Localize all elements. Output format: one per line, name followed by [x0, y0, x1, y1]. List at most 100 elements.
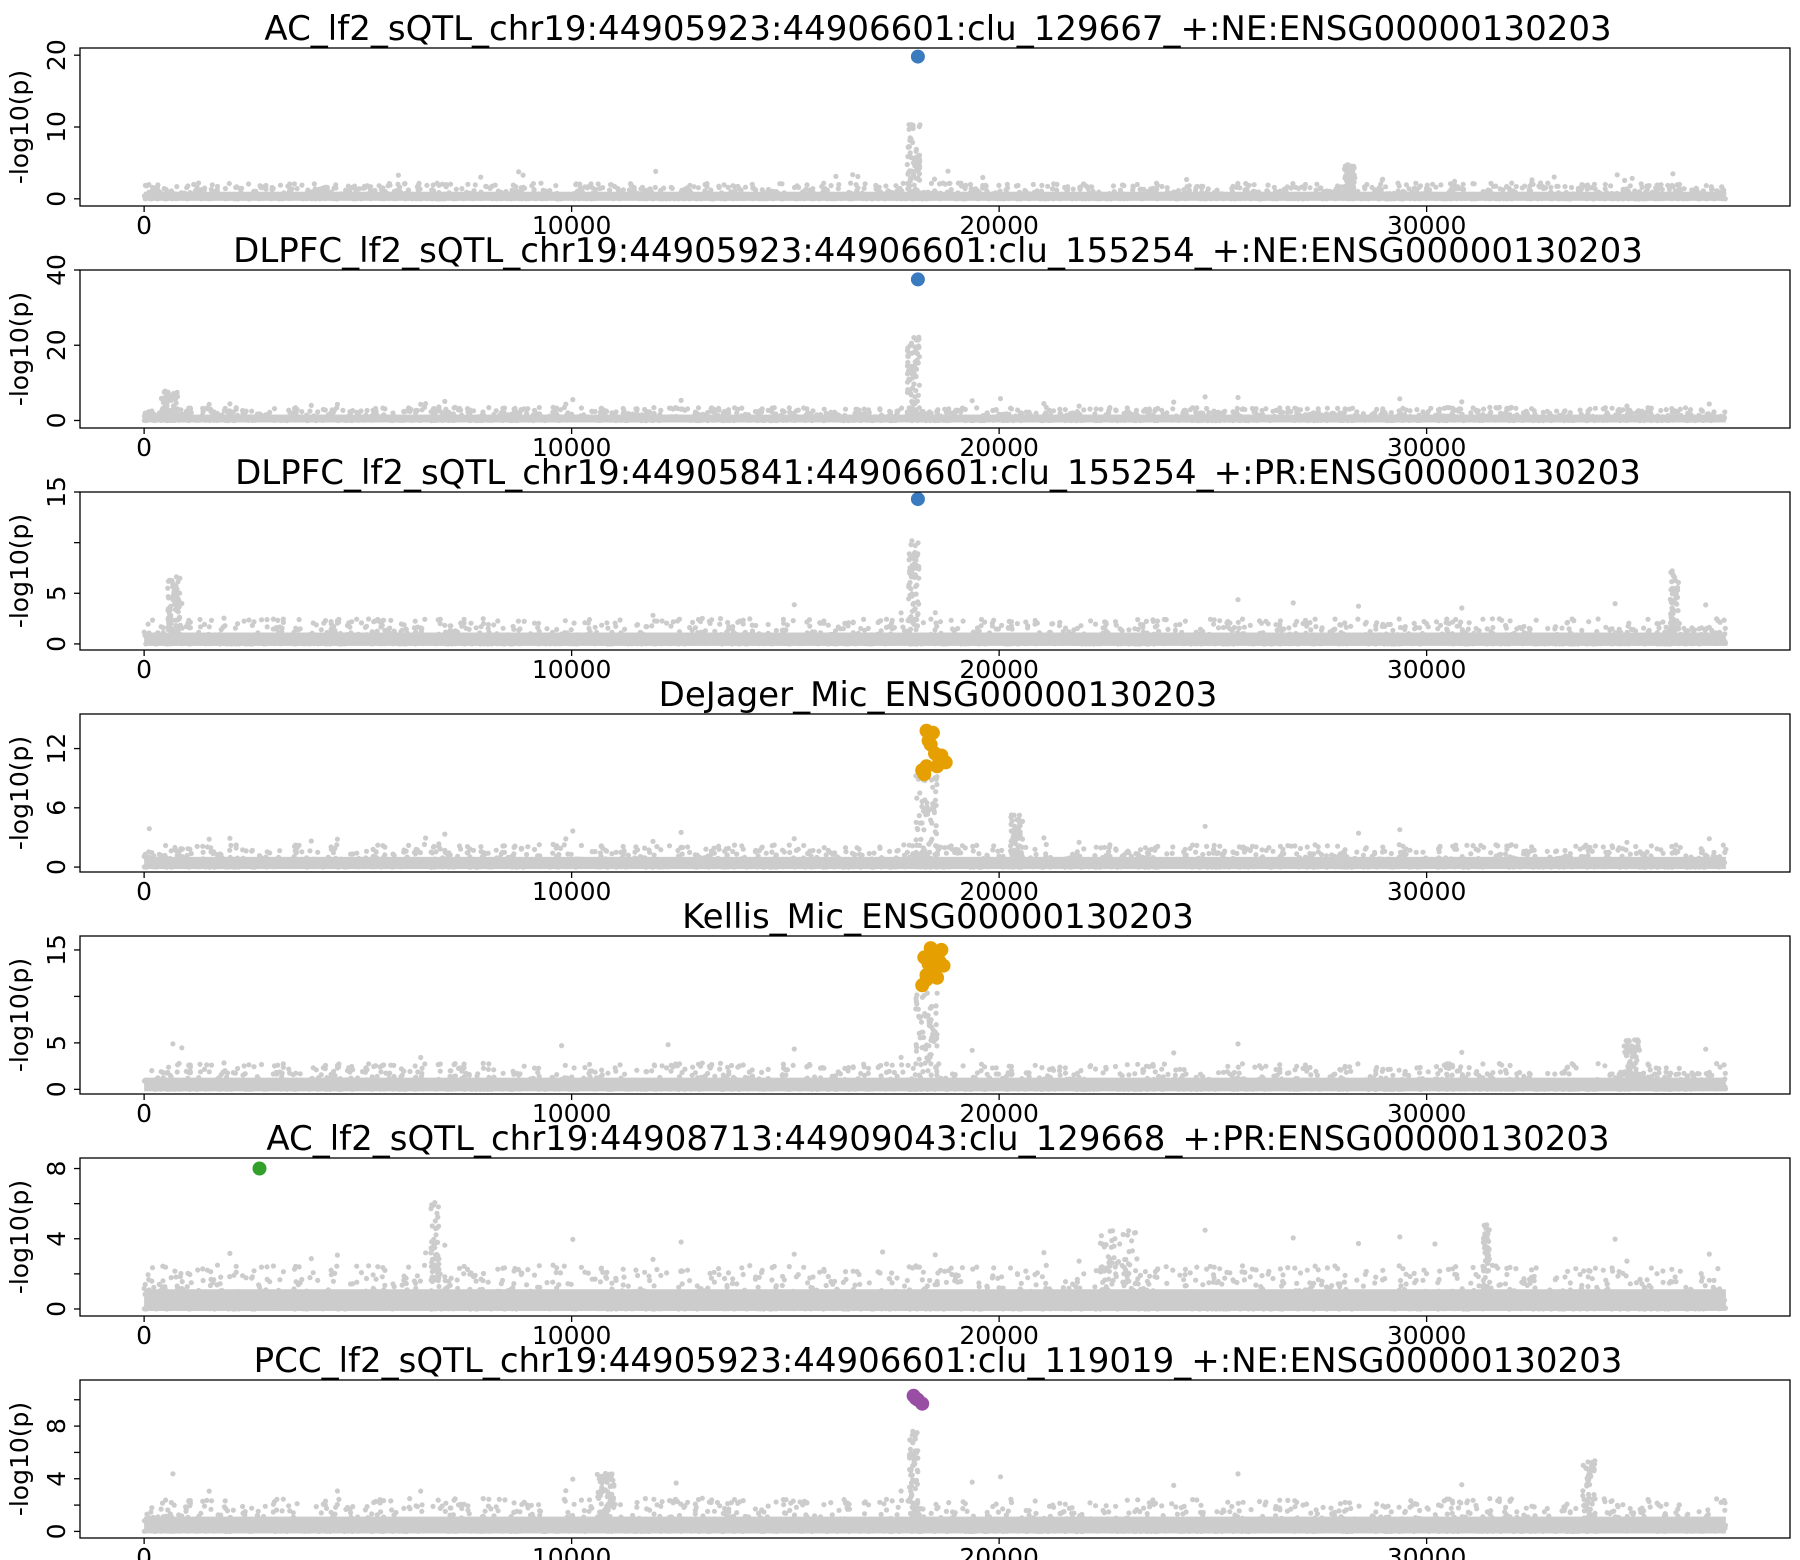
background-point — [1663, 407, 1669, 413]
background-point — [315, 409, 321, 415]
peak-point — [910, 364, 916, 371]
background-point — [459, 186, 465, 192]
background-point — [866, 410, 872, 416]
background-point — [354, 616, 360, 622]
background-point — [578, 405, 585, 411]
background-point — [516, 169, 522, 175]
background-point — [1530, 181, 1536, 187]
background-point — [430, 182, 436, 188]
background-point — [647, 409, 653, 415]
background-point — [1579, 627, 1585, 633]
background-point — [1172, 627, 1178, 633]
background-point — [1579, 182, 1585, 188]
background-point — [801, 405, 807, 411]
background-point — [1292, 405, 1298, 411]
background-point — [1487, 404, 1493, 410]
peak-point — [170, 414, 177, 420]
background-point — [163, 186, 169, 193]
background-point — [1658, 407, 1664, 414]
background-point — [1569, 616, 1575, 622]
background-point — [465, 181, 471, 187]
background-point — [1388, 410, 1394, 416]
background-point — [1403, 407, 1409, 413]
background-point — [149, 617, 156, 623]
peak-point — [913, 373, 919, 380]
background-point — [1081, 407, 1087, 413]
background-point — [1447, 181, 1454, 187]
background-point — [1106, 408, 1112, 415]
background-point — [945, 168, 951, 174]
background-band — [144, 414, 1726, 423]
background-point — [573, 181, 579, 187]
background-point — [417, 186, 423, 192]
peak-point — [904, 161, 910, 168]
background-point — [412, 618, 418, 624]
background-point — [486, 405, 492, 411]
background-point — [1545, 180, 1551, 186]
background-point — [1025, 625, 1031, 631]
background-point — [600, 185, 606, 191]
background-point — [1420, 409, 1426, 415]
background-point — [664, 620, 670, 626]
peak-point — [905, 154, 911, 160]
background-point — [1286, 625, 1292, 631]
background-point — [1441, 405, 1447, 411]
background-point — [1015, 182, 1021, 189]
background-point — [512, 405, 518, 411]
background-point — [736, 186, 743, 192]
background-point — [1698, 407, 1704, 413]
background-point — [206, 624, 212, 630]
background-point — [695, 405, 702, 411]
background-point — [251, 619, 257, 625]
background-point — [805, 410, 811, 416]
background-point — [324, 185, 330, 191]
background-point — [828, 409, 834, 415]
background-point — [617, 617, 623, 623]
background-point — [756, 408, 762, 414]
background-point — [299, 409, 305, 415]
peak-point — [917, 122, 923, 128]
background-point — [1347, 406, 1353, 412]
background-point — [1513, 405, 1519, 411]
background-point — [804, 182, 810, 188]
background-point — [1277, 405, 1283, 411]
background-point — [1383, 184, 1389, 190]
background-point — [1239, 616, 1246, 622]
peak-point — [912, 359, 918, 365]
background-point — [510, 182, 516, 188]
background-point — [604, 620, 610, 626]
background-points — [141, 122, 1728, 202]
peak-point — [905, 144, 912, 150]
background-point — [1488, 409, 1494, 415]
background-point — [1412, 626, 1418, 632]
background-point — [1533, 617, 1539, 623]
background-point — [1378, 181, 1384, 187]
background-point — [1144, 409, 1150, 415]
peak-point — [1351, 172, 1357, 178]
background-point — [515, 618, 522, 624]
background-point — [1077, 186, 1083, 192]
background-point — [1396, 616, 1402, 622]
background-point — [685, 406, 691, 412]
background-point — [270, 616, 276, 622]
background-point — [442, 398, 448, 404]
peak-point — [1342, 187, 1348, 193]
background-point — [443, 182, 449, 188]
background-point — [142, 182, 148, 188]
background-point — [1466, 620, 1472, 626]
background-point — [942, 406, 948, 412]
background-point — [893, 183, 899, 189]
background-point — [969, 398, 975, 404]
background-point — [1230, 183, 1236, 189]
background-point — [673, 405, 679, 411]
background-point — [221, 408, 227, 414]
background-point — [1093, 406, 1099, 412]
peak-point — [164, 402, 170, 408]
background-point — [210, 410, 216, 416]
background-point — [1414, 407, 1420, 413]
background-point — [791, 184, 798, 191]
background-point — [398, 621, 404, 627]
background-point — [493, 408, 499, 414]
background-point — [1600, 406, 1606, 412]
background-point — [795, 407, 801, 413]
